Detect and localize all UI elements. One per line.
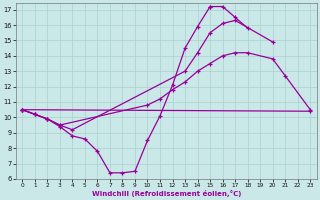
X-axis label: Windchill (Refroidissement éolien,°C): Windchill (Refroidissement éolien,°C) (92, 190, 241, 197)
